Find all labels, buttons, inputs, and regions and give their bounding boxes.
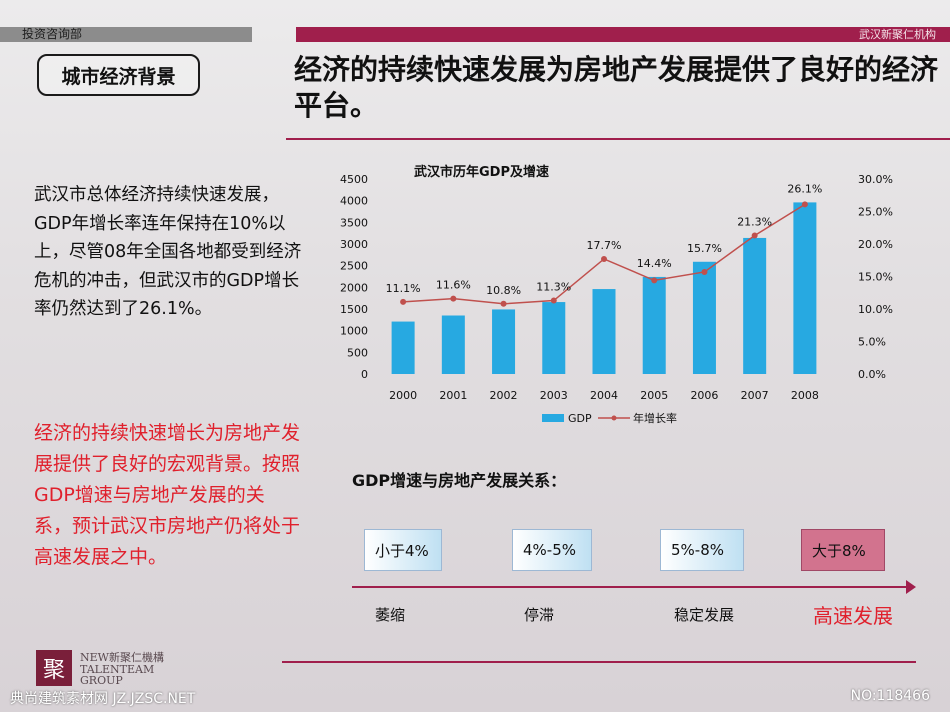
relation-title: GDP增速与房地产发展关系： (352, 471, 567, 490)
x-tick-label: 2007 (741, 389, 769, 402)
chart-title: 武汉市历年GDP及增速 (414, 164, 549, 180)
divider-bottom (282, 661, 916, 663)
gdp-bar (592, 289, 616, 374)
gdp-bar (692, 261, 716, 374)
stage-label-rapid: 高速发展 (813, 604, 893, 628)
left-axis: 0 500 1000 1500 2000 2500 3000 3500 4000 4500 (340, 173, 368, 381)
progress-arrow (352, 586, 908, 588)
x-axis: 2000 2001 2002 2003 2004 2005 2006 2007 2008 (389, 389, 819, 402)
header-bar-left: 投资咨询部 (0, 27, 252, 42)
x-tick-label: 2000 (389, 389, 417, 402)
left-tick-label: 2500 (340, 260, 368, 273)
logo-line-1: NEW新聚仁機構 (80, 651, 164, 664)
growth-data-label: 11.3% (536, 281, 571, 294)
growth-point (400, 298, 407, 305)
growth-point (751, 232, 758, 239)
growth-point (801, 201, 808, 208)
right-tick-label: 10.0% (858, 303, 893, 316)
x-tick-label: 2002 (490, 389, 518, 402)
stage-label-stable: 稳定发展 (674, 606, 735, 624)
x-tick-label: 2006 (690, 389, 718, 402)
watermark-number: NO:118466 (850, 688, 930, 704)
gdp-bar (391, 321, 415, 374)
header-bar-right: 武汉新聚仁机构 (296, 27, 950, 42)
stage-label-shrink: 萎缩 (375, 606, 406, 624)
growth-data-label: 15.7% (687, 242, 722, 255)
gdp-bars (391, 202, 817, 374)
left-tick-label: 3500 (340, 216, 368, 229)
left-tick-label: 4000 (340, 195, 368, 208)
growth-point (651, 277, 658, 284)
logo-mark-char: 聚 (42, 658, 65, 683)
left-tick-label: 1000 (340, 325, 368, 338)
summary-paragraph: 武汉市总体经济持续快速发展，GDP年增长率连年保持在10%以上，尽管08年全国各… (34, 185, 302, 319)
outlook-paragraph: 经济的持续快速增长为房地产发展提供了良好的宏观背景。按照GDP增速与房地产发展的… (34, 422, 301, 568)
range-label: 小于4% (375, 541, 429, 560)
x-tick-label: 2003 (540, 389, 568, 402)
right-tick-label: 0.0% (858, 368, 886, 381)
slide-headline: 经济的持续快速发展为房地产发展提供了良好的经济平台。 (294, 53, 939, 122)
range-label: 5%-8% (671, 541, 725, 559)
section-title: 城市经济背景 (37, 54, 200, 96)
growth-point (500, 300, 507, 307)
growth-data-label: 17.7% (587, 239, 622, 252)
gdp-chart: 武汉市历年GDP及增速 0 500 1000 1500 2000 2500 3000 3500… (340, 164, 893, 425)
x-tick-label: 2001 (439, 389, 467, 402)
company-logo-icon: 聚 (36, 650, 72, 686)
growth-data-label: 14.4% (637, 257, 672, 270)
watermark-site: 典尚建筑素材网 JZ.JZSC.NET (10, 691, 196, 707)
growth-data-label: 26.1% (787, 182, 822, 195)
gdp-bar (743, 237, 767, 374)
growth-point (550, 297, 557, 304)
legend-label-gdp: GDP (568, 412, 592, 425)
chart-legend: GDP 年增长率 (542, 411, 677, 425)
growth-data-label: 11.1% (386, 282, 421, 295)
arrow-head-icon (906, 580, 916, 594)
left-tick-label: 2000 (340, 281, 368, 294)
range-label: 4%-5% (523, 541, 577, 559)
left-tick-label: 0 (361, 368, 368, 381)
gdp-bar (793, 202, 817, 374)
right-axis: 0.0% 5.0% 10.0% 15.0% 20.0% 25.0% 30.0% (858, 173, 893, 381)
logo-line-2: TALENTEAM (80, 662, 155, 676)
legend-marker-growth (611, 415, 617, 421)
growth-line: 11.1% 11.6% 10.8% 11.3% 17.7% 14.4% 15.7% 21.3%… (386, 182, 822, 307)
growth-point (601, 255, 607, 262)
range-box-5-8: 5%-8% (660, 529, 744, 571)
growth-point (450, 295, 457, 302)
legend-swatch-gdp (542, 414, 564, 422)
left-tick-label: 3000 (340, 238, 368, 251)
divider-top (286, 138, 950, 140)
x-tick-label: 2004 (590, 389, 618, 402)
right-tick-label: 30.0% (858, 173, 893, 186)
range-box-above-8: 大于8% (801, 529, 885, 571)
department-label: 投资咨询部 (22, 27, 83, 41)
logo-line-3: GROUP (80, 674, 123, 687)
growth-point (701, 268, 708, 275)
stage-label-stagnant: 停滞 (524, 606, 555, 624)
growth-data-label: 10.8% (486, 284, 521, 297)
left-tick-label: 4500 (340, 173, 368, 186)
range-label: 大于8% (812, 541, 866, 560)
gdp-bar (642, 276, 666, 374)
x-tick-label: 2005 (640, 389, 668, 402)
left-tick-label: 500 (347, 346, 368, 359)
right-tick-label: 15.0% (858, 271, 893, 284)
right-tick-label: 20.0% (858, 238, 893, 251)
company-label: 武汉新聚仁机构 (859, 28, 936, 41)
range-box-below-4: 小于4% (364, 529, 442, 571)
legend-label-growth: 年增长率 (633, 411, 677, 425)
right-tick-label: 5.0% (858, 336, 886, 349)
left-tick-label: 1500 (340, 303, 368, 316)
growth-data-label: 11.6% (436, 279, 471, 292)
gdp-bar (492, 309, 516, 374)
gdp-bar (542, 302, 566, 374)
gdp-bar (441, 315, 465, 374)
growth-data-label: 21.3% (737, 216, 772, 229)
range-box-4-5: 4%-5% (512, 529, 592, 571)
company-logo-text: NEW新聚仁機構 TALENTEAM GROUP (80, 652, 164, 687)
x-tick-label: 2008 (791, 389, 819, 402)
right-tick-label: 25.0% (858, 206, 893, 219)
